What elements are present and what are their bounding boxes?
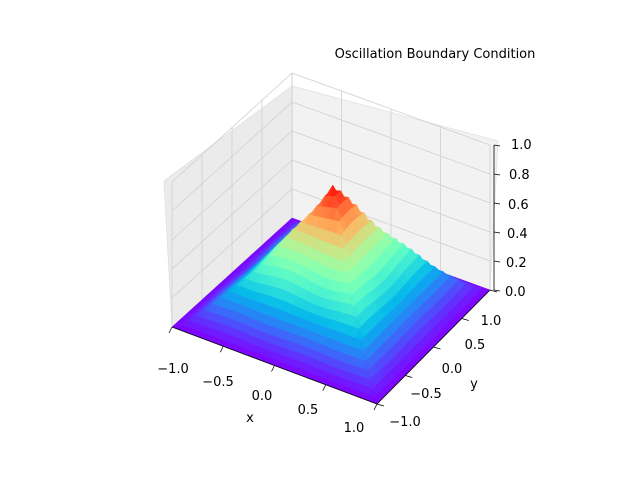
y-tick-label: −0.5	[410, 387, 442, 402]
gridline	[291, 159, 491, 233]
z-tick-label: 0.8	[509, 168, 530, 183]
x-tick-label: −0.5	[202, 375, 234, 390]
y-tick-label: 0.5	[465, 338, 486, 353]
gridline	[291, 130, 491, 204]
gridline	[291, 72, 491, 146]
y-tick-labels: −1.0 −0.5 0.0 0.5 1.0	[389, 314, 501, 430]
x-tick-label: 1.0	[344, 421, 365, 436]
y-tick-mark	[405, 375, 413, 378]
gridline	[171, 188, 293, 299]
y-tick-mark	[433, 346, 441, 350]
x-tick-label: 0.0	[252, 389, 273, 404]
z-tick-label: 0.2	[506, 256, 527, 271]
y-tick-mark	[489, 289, 498, 293]
z-tick-labels: 0.0 0.2 0.4 0.6 0.8 1.0	[505, 138, 532, 300]
chart-title: Oscillation Boundary Condition	[335, 47, 536, 62]
y-tick-mark	[461, 318, 469, 321]
y-tick-label: 0.0	[442, 362, 463, 377]
z-tick-mark	[493, 231, 501, 234]
z-tick-label: 0.6	[508, 198, 529, 213]
y-tick-label: 1.0	[481, 314, 502, 329]
x-tick-mark	[271, 365, 275, 372]
x-tick-label: 0.5	[298, 403, 319, 418]
y-axis-label: y	[470, 377, 478, 392]
gridline	[171, 130, 293, 241]
x-tick-mark	[219, 346, 224, 353]
x-tick-labels: −1.0 −0.5 0.0 0.5 1.0	[157, 362, 364, 436]
axes-lines	[168, 144, 501, 411]
z-tick-mark	[493, 144, 501, 147]
surface-plot	[171, 184, 491, 405]
x-axis-label: x	[246, 411, 254, 426]
z-tick-label: 0.0	[505, 285, 526, 300]
z-tick-mark	[493, 289, 501, 292]
y-tick-label: −1.0	[389, 415, 421, 430]
z-tick-label: 1.0	[511, 138, 532, 153]
x-tick-mark	[373, 403, 378, 411]
z-tick-mark	[493, 260, 501, 263]
x-tick-mark	[322, 384, 327, 391]
x-tick-mark	[168, 326, 173, 334]
z-tick-label: 0.4	[507, 227, 528, 242]
gridline	[291, 101, 491, 175]
z-tick-mark	[493, 202, 501, 205]
gridline	[171, 101, 293, 212]
y-tick-mark	[376, 403, 385, 407]
gridline	[171, 72, 293, 183]
gridline	[171, 159, 293, 270]
z-tick-mark	[493, 173, 501, 176]
x-tick-label: −1.0	[157, 362, 189, 377]
